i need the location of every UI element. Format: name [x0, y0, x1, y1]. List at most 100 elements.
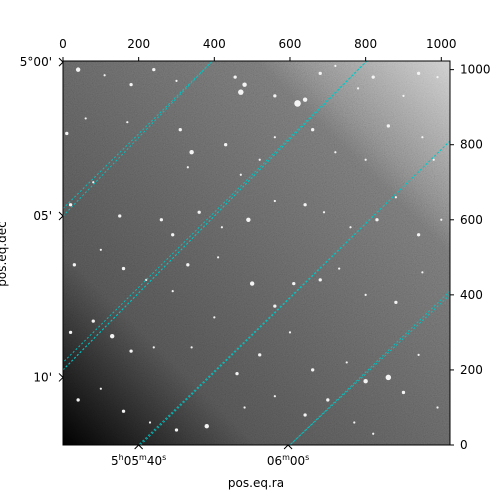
star-14: [371, 75, 375, 79]
dec-tick-1: [58, 211, 64, 221]
star-3: [152, 67, 156, 72]
ra-grid-line-1: [63, 61, 368, 363]
star-84: [174, 428, 179, 432]
star-36: [159, 218, 164, 222]
star-24: [239, 173, 242, 176]
star-32: [432, 158, 435, 161]
star-30: [386, 124, 390, 128]
y-axis-title: pos.eq.dec: [0, 221, 9, 286]
star-55: [186, 263, 190, 267]
star-50: [72, 263, 76, 267]
top-pixel-axis: 0 200 400 600 800 1000: [59, 37, 457, 61]
star-41: [246, 217, 251, 222]
star-88: [303, 413, 307, 417]
star-80: [76, 398, 80, 402]
top-tick-label-5: 1000: [426, 37, 457, 51]
star-37: [171, 233, 175, 237]
star-15: [402, 94, 405, 98]
star-83: [148, 421, 152, 424]
ra-tick-label-1: 06m00s: [267, 453, 310, 468]
star-57: [249, 281, 255, 286]
star-86: [243, 406, 246, 409]
star-87: [273, 395, 276, 398]
star-0: [75, 67, 81, 72]
top-tick-label-2: 400: [203, 37, 226, 51]
star-54: [171, 289, 174, 293]
ra-tick-0: [134, 444, 144, 450]
right-tick-label-3: 600: [460, 213, 483, 227]
stars-layer: [65, 64, 443, 435]
star-7: [242, 82, 247, 87]
star-63: [394, 300, 398, 305]
star-27: [311, 128, 315, 132]
star-6: [238, 89, 244, 95]
star-38: [186, 166, 189, 169]
dec-grid-line-5: [289, 290, 450, 445]
ra-tick-1: [283, 444, 293, 450]
star-12: [334, 64, 337, 67]
right-tick-label-5: 1000: [460, 63, 491, 77]
star-11: [318, 71, 322, 76]
star-18: [65, 131, 69, 136]
plot-frame: [62, 60, 451, 446]
star-35: [118, 214, 122, 218]
ra-grid-line-3: [289, 294, 450, 445]
dec-grid-line-3: [63, 61, 368, 371]
star-40: [220, 226, 223, 229]
star-34: [92, 181, 95, 184]
star-64: [421, 271, 424, 274]
star-39: [197, 210, 201, 214]
dec-tick-label-2: 10': [33, 370, 52, 384]
star-75: [311, 368, 315, 372]
star-65: [68, 330, 73, 335]
right-pixel-axis: 0 200 400 600 800 1000: [450, 63, 491, 452]
star-89: [326, 398, 330, 402]
star-61: [338, 267, 341, 270]
star-22: [189, 150, 194, 155]
star-79: [417, 353, 420, 357]
right-tick-label-1: 200: [460, 363, 483, 377]
star-52: [121, 266, 126, 271]
star-92: [401, 390, 406, 395]
star-59: [292, 281, 296, 286]
star-23: [224, 143, 228, 147]
star-45: [349, 226, 352, 229]
star-69: [152, 346, 155, 349]
star-49: [440, 218, 443, 221]
star-17: [436, 76, 439, 79]
ra-grid-line-0: [63, 61, 213, 209]
star-31: [421, 136, 424, 139]
star-20: [126, 121, 129, 124]
star-67: [109, 333, 115, 339]
star-8: [273, 94, 277, 98]
star-16: [416, 71, 421, 76]
star-43: [303, 203, 307, 207]
star-90: [353, 421, 356, 424]
star-25: [258, 158, 261, 161]
right-tick-label-4: 800: [460, 138, 483, 152]
star-72: [235, 372, 239, 376]
star-62: [364, 293, 367, 296]
star-68: [129, 349, 133, 353]
star-9: [294, 100, 301, 107]
dec-tick-2: [58, 373, 64, 382]
left-dec-axis: 5°00' 05' 10': [20, 55, 64, 384]
bottom-ra-axis: 5h05m40s 06m00s: [111, 444, 310, 468]
star-46: [375, 218, 379, 222]
star-33: [68, 203, 73, 207]
star-66: [91, 319, 95, 323]
right-tick-label-2: 400: [460, 288, 483, 302]
star-21: [178, 128, 182, 132]
star-58: [273, 304, 277, 308]
star-82: [121, 409, 126, 413]
star-81: [99, 387, 102, 390]
dec-tick-label-0: 5°00': [20, 55, 52, 69]
star-93: [436, 406, 439, 409]
dec-tick-0: [58, 57, 64, 67]
star-28: [334, 151, 337, 154]
star-56: [217, 256, 220, 259]
star-10: [302, 97, 308, 102]
star-4: [175, 79, 178, 82]
star-19: [84, 117, 87, 120]
